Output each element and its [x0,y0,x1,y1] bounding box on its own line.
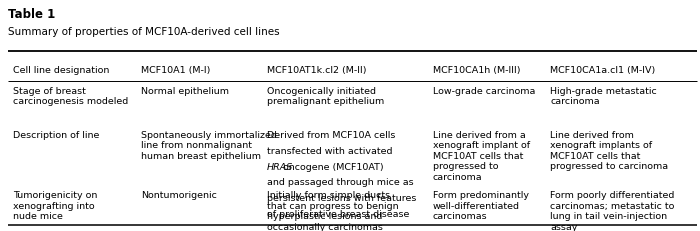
Text: MCF10AT1k.cl2 (M-II): MCF10AT1k.cl2 (M-II) [267,66,366,75]
Text: Initially form simple ducts
that can progress to benign
hyperplastic lesions and: Initially form simple ducts that can pro… [267,191,398,231]
Text: and passaged through mice as: and passaged through mice as [267,178,413,187]
Text: Nontumorigenic: Nontumorigenic [141,191,216,200]
Text: MCF10CA1a.cl1 (M-IV): MCF10CA1a.cl1 (M-IV) [550,66,655,75]
Text: Form predominantly
well-differentiated
carcinomas: Form predominantly well-differentiated c… [433,191,528,220]
Text: of proliferative breast disease: of proliferative breast disease [267,209,409,218]
Text: MCF10CA1h (M-III): MCF10CA1h (M-III) [433,66,520,75]
Text: HRAS: HRAS [267,162,293,171]
Text: Form poorly differentiated
carcinomas; metastatic to
lung in tail vein-injection: Form poorly differentiated carcinomas; m… [550,191,675,231]
Text: MCF10A1 (M-I): MCF10A1 (M-I) [141,66,210,75]
Text: persistent lesions with features: persistent lesions with features [267,193,416,202]
Text: Line derived from a
xenograft implant of
MCF10AT cells that
progressed to
carcin: Line derived from a xenograft implant of… [433,131,530,181]
Text: Line derived from
xenograft implants of
MCF10AT cells that
progressed to carcino: Line derived from xenograft implants of … [550,131,668,170]
Text: Oncogenically initiated
premalignant epithelium: Oncogenically initiated premalignant epi… [267,87,384,106]
Text: Description of line: Description of line [13,131,99,140]
Text: oncogene (MCF10AT): oncogene (MCF10AT) [280,162,384,171]
Text: Table 1: Table 1 [8,8,56,21]
Text: Spontaneously immortalized
line from nonmalignant
human breast epithelium: Spontaneously immortalized line from non… [141,131,276,160]
Text: Normal epithelium: Normal epithelium [141,87,229,96]
Text: Tumorigenicity on
xenografting into
nude mice: Tumorigenicity on xenografting into nude… [13,191,97,220]
Text: Stage of breast
carcinogenesis modeled: Stage of breast carcinogenesis modeled [13,87,128,106]
Text: Cell line designation: Cell line designation [13,66,109,75]
Text: Derived from MCF10A cells: Derived from MCF10A cells [267,131,395,140]
Text: Low-grade carcinoma: Low-grade carcinoma [433,87,535,96]
Text: Summary of properties of MCF10A-derived cell lines: Summary of properties of MCF10A-derived … [8,27,280,36]
Text: High-grade metastatic
carcinoma: High-grade metastatic carcinoma [550,87,657,106]
Text: ​HRAS​ oncogene (MCF10AT): ​HRAS​ oncogene (MCF10AT) [267,162,396,171]
Text: transfected with activated: transfected with activated [267,146,392,155]
